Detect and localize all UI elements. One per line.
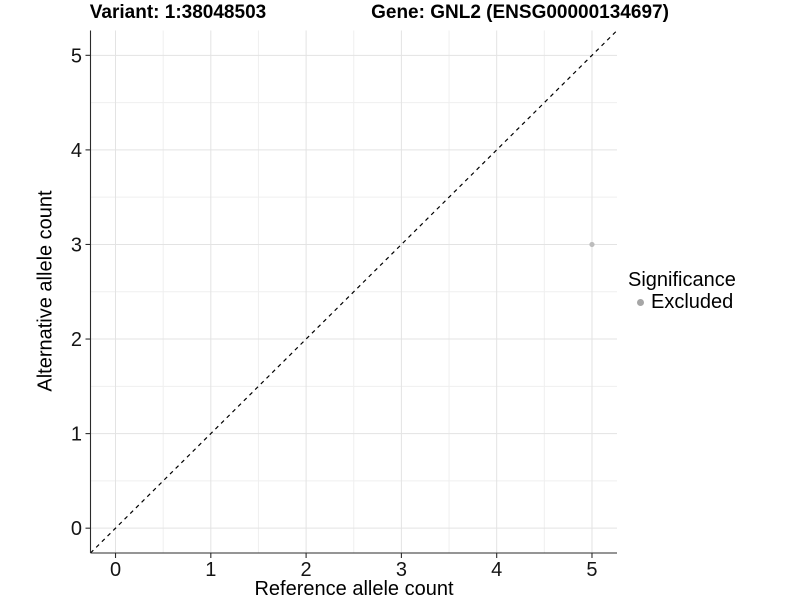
legend-item-excluded: Excluded [628,292,736,312]
plot-title-gene: Gene: GNL2 (ENSG00000134697) [371,2,669,23]
y-tick-label: 5 [71,45,82,67]
data-point [589,241,595,248]
y-tick-label: 2 [71,329,82,351]
x-axis-title: Reference allele count [254,578,454,600]
x-tick-label: 2 [301,559,312,581]
x-tick-label: 4 [491,559,502,581]
x-tick-label: 1 [205,559,216,581]
identity-dashed-line [90,30,618,554]
y-axis-title: Alternative allele count [34,190,57,392]
x-tick-label: 0 [110,559,121,581]
y-tick-label: 1 [71,424,82,446]
y-tick-label: 3 [71,234,82,256]
y-tick-label: 0 [71,518,82,540]
legend-marker-dot-icon [637,298,644,306]
x-tick-label: 3 [396,559,407,581]
legend-title: Significance [628,269,736,291]
legend-item-label: Excluded [651,291,734,313]
legend: Significance Excluded [628,269,736,313]
x-tick-label: 5 [586,559,597,581]
plot-title-variant: Variant: 1:38048503 [89,2,267,23]
y-tick-label: 4 [71,140,82,162]
